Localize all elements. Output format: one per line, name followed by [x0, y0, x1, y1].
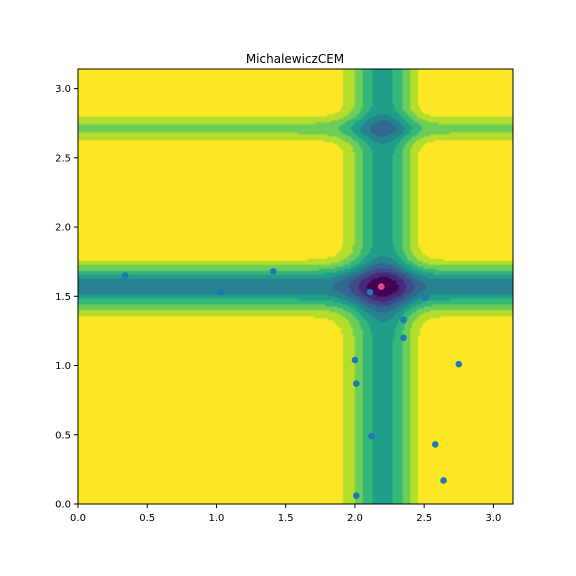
x-tick-label: 1.0 — [209, 513, 225, 524]
scatter-point — [422, 294, 429, 301]
scatter-point — [455, 360, 463, 368]
scatter-point — [269, 268, 277, 275]
scatter-point — [366, 288, 374, 296]
scatter-point — [353, 380, 360, 387]
y-tick-label: 1.0 — [55, 361, 71, 372]
scatter-point — [400, 334, 407, 342]
x-tick-label: 3.0 — [485, 513, 501, 524]
x-tick-label: 0.0 — [70, 513, 86, 524]
contour-background — [78, 69, 513, 504]
scatter-point — [368, 432, 375, 440]
y-tick-label: 3.0 — [55, 84, 71, 95]
y-tick-label: 0.5 — [55, 430, 71, 441]
plot-frame — [77, 68, 514, 505]
scatter-point — [440, 477, 447, 484]
x-tick-label: 1.5 — [278, 513, 294, 524]
y-axis: 0.0 0.5 1.0 1.5 2.0 2.5 3.0 — [55, 84, 78, 511]
x-axis: 0.0 0.5 1.0 1.5 2.0 2.5 3.0 — [70, 504, 501, 524]
y-tick-label: 0.0 — [55, 500, 71, 511]
chart-title: MichalewiczCEM — [246, 52, 344, 66]
y-tick-label: 2.0 — [55, 223, 71, 234]
scatter-point — [353, 492, 360, 499]
highlight-point — [377, 283, 385, 290]
y-tick-label: 2.5 — [55, 153, 71, 164]
scatter-point — [121, 272, 129, 279]
x-tick-label: 2.0 — [347, 513, 363, 524]
plot-area — [78, 69, 513, 504]
scatter-point — [431, 441, 439, 448]
scatter-point — [400, 316, 407, 324]
x-tick-label: 0.5 — [139, 513, 155, 524]
scatter-point — [217, 288, 224, 296]
scatter-point — [351, 356, 359, 364]
y-tick-label: 1.5 — [55, 292, 71, 303]
x-tick-label: 2.5 — [416, 513, 432, 524]
scatter-points — [121, 268, 463, 499]
